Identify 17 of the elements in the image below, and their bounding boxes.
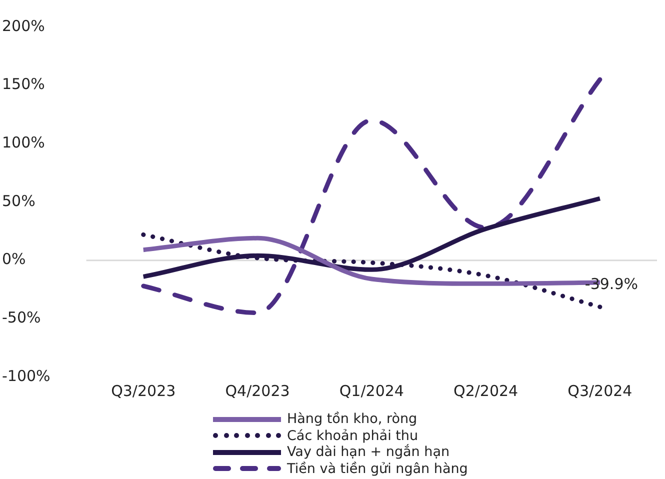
y-tick-label: 150%: [2, 75, 45, 94]
x-tick-label: Q3/2023: [111, 382, 176, 400]
legend-label: Tiền và tiền gửi ngân hàng: [287, 460, 468, 477]
y-tick-label: 200%: [2, 16, 45, 35]
legend-label: Vay dài hạn + ngắn hạn: [287, 444, 450, 460]
y-tick-label: 0%: [2, 250, 26, 268]
legend-label: Hàng tồn kho, ròng: [287, 411, 418, 428]
x-tick-label: Q4/2023: [225, 382, 290, 400]
y-tick-label: -100%: [2, 366, 50, 385]
data-label: -39.9%: [584, 274, 638, 293]
x-tick-label: Q1/2024: [339, 382, 404, 400]
legend-label: Các khoản phải thu: [287, 428, 418, 444]
y-tick-label: 50%: [2, 192, 36, 210]
x-tick-label: Q3/2024: [568, 382, 632, 400]
y-tick-label: 100%: [2, 134, 45, 152]
x-tick-label: Q2/2024: [454, 382, 518, 400]
y-tick-label: -50%: [2, 308, 41, 327]
